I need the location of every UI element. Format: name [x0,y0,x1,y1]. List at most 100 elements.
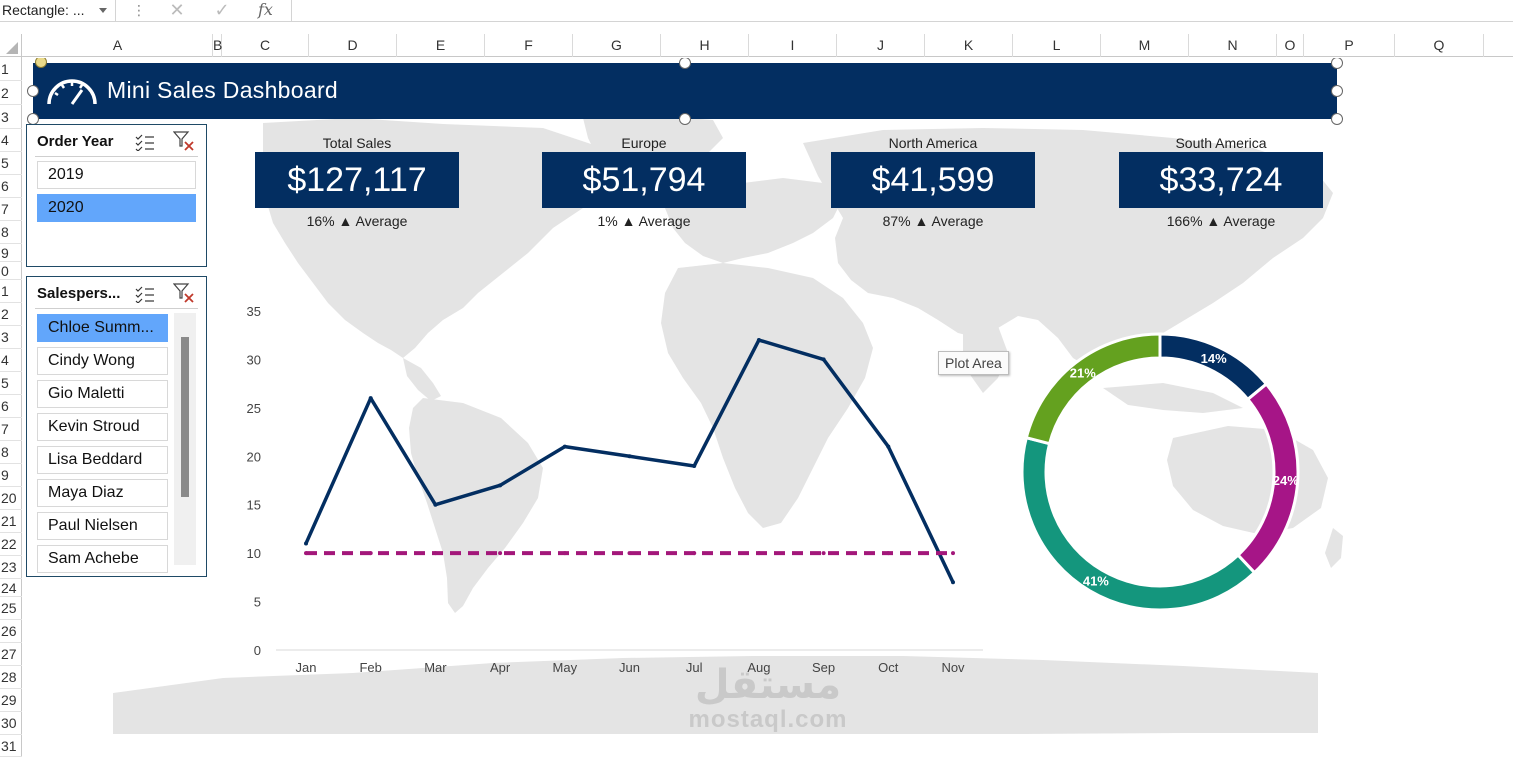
row-header-8[interactable]: 8 [0,221,22,244]
sales-point[interactable] [951,580,955,585]
column-header-j[interactable]: J [837,34,925,57]
row-header-9[interactable]: 9 [0,244,22,262]
sales-point[interactable] [498,483,503,488]
row-header-30[interactable]: 30 [0,712,22,735]
average-point[interactable] [433,551,438,556]
slicer-scrollbar[interactable] [174,313,196,565]
row-header-7[interactable]: 7 [0,198,22,221]
row-header-29[interactable]: 29 [0,689,22,712]
average-point[interactable] [692,551,697,556]
function-icon[interactable]: fx [258,0,273,19]
row-header-27[interactable]: 27 [0,643,22,666]
sales-point[interactable] [304,541,308,546]
resize-handle-right[interactable] [1331,85,1343,97]
multi-select-icon[interactable] [135,133,155,151]
row-header-12[interactable]: 2 [0,303,22,326]
column-header-k[interactable]: K [925,34,1013,57]
average-point[interactable] [756,551,761,556]
more-options-icon[interactable]: ⋮ [132,2,146,18]
close-icon[interactable]: ✕ [169,0,185,20]
sales-series-line[interactable] [304,338,955,583]
order-year-slicer[interactable]: Order Year 2019 2020 [26,124,207,267]
check-icon[interactable]: ✓ [214,0,230,20]
region-share-donut-chart[interactable]: 14% 24% 41% 21% [1008,320,1328,620]
sales-point[interactable] [756,338,761,343]
row-header-11[interactable]: 1 [0,280,22,303]
row-header-19[interactable]: 9 [0,464,22,487]
row-header-15[interactable]: 5 [0,372,22,395]
row-header-4[interactable]: 4 [0,129,22,152]
row-header-5[interactable]: 5 [0,152,22,175]
column-header-i[interactable]: I [749,34,837,57]
sales-point[interactable] [821,357,826,362]
sales-point[interactable] [692,463,697,468]
resize-handle-left[interactable] [27,85,39,97]
average-point[interactable] [368,551,373,556]
average-point[interactable] [562,551,567,556]
slicer-item-gio-maletti[interactable]: Gio Maletti [37,380,168,408]
chevron-down-icon[interactable] [99,8,107,13]
row-header-28[interactable]: 28 [0,666,22,689]
row-header-21[interactable]: 21 [0,510,22,533]
rotation-handle[interactable] [35,58,47,68]
row-header-31[interactable]: 31 [0,735,22,757]
name-box[interactable]: Rectangle: ... [0,0,116,21]
column-header-q[interactable]: Q [1395,34,1484,57]
column-header-l[interactable]: L [1013,34,1101,57]
sales-point[interactable] [627,454,632,459]
average-point[interactable] [886,551,891,556]
column-header-b[interactable]: B [213,34,222,57]
average-point[interactable] [304,551,308,556]
resize-handle-top-right[interactable] [1331,58,1343,69]
average-point[interactable] [627,551,632,556]
row-header-26[interactable]: 26 [0,620,22,643]
slicer-item-2019[interactable]: 2019 [37,161,196,189]
column-header-c[interactable]: C [222,34,309,57]
average-point[interactable] [498,551,503,556]
row-header-18[interactable]: 8 [0,441,22,464]
average-point[interactable] [821,551,826,556]
resize-handle-bottom[interactable] [679,113,691,125]
row-header-2[interactable]: 2 [0,81,22,105]
donut-slice-4[interactable] [1024,332,1162,446]
column-header-g[interactable]: G [573,34,661,57]
average-point[interactable] [951,551,955,556]
column-header-m[interactable]: M [1101,34,1189,57]
slicer-item-sam-achebe[interactable]: Sam Achebe [37,545,168,573]
row-header-3[interactable]: 3 [0,105,22,129]
row-header-16[interactable]: 6 [0,395,22,418]
row-header-6[interactable]: 6 [0,175,22,198]
row-header-25[interactable]: 25 [0,597,22,620]
multi-select-icon[interactable] [135,285,155,303]
dashboard-title-banner[interactable]: Mini Sales Dashboard [33,63,1337,119]
row-header-17[interactable]: 7 [0,418,22,441]
column-header-d[interactable]: D [309,34,397,57]
sales-point[interactable] [368,396,373,401]
row-header-10[interactable]: 0 [0,262,22,280]
row-header-22[interactable]: 22 [0,533,22,556]
sales-point[interactable] [886,444,891,449]
slicer-item-chloe-summers[interactable]: Chloe Summ... [37,314,168,342]
row-header-20[interactable]: 20 [0,487,22,510]
slicer-item-lisa-beddard[interactable]: Lisa Beddard [37,446,168,474]
row-header-14[interactable]: 4 [0,349,22,372]
column-header-h[interactable]: H [661,34,749,57]
slicer-item-paul-nielsen[interactable]: Paul Nielsen [37,512,168,540]
resize-handle-bottom-right[interactable] [1331,113,1343,125]
slicer-item-kevin-stroud[interactable]: Kevin Stroud [37,413,168,441]
column-header-o[interactable]: O [1277,34,1304,57]
salesperson-slicer[interactable]: Salespers... Chloe Summ... Cindy Wong Gi… [26,276,207,577]
donut-slice-1[interactable] [1158,332,1269,402]
select-all-button[interactable] [0,34,22,57]
column-header-e[interactable]: E [397,34,485,57]
monthly-sales-line-chart[interactable]: 0 5 10 15 20 25 30 35 Jan Feb Mar Apr May Jun Jul Aug Se… [228,293,988,683]
clear-filter-icon[interactable] [173,131,195,151]
column-header-n[interactable]: N [1189,34,1277,57]
column-header-p[interactable]: P [1304,34,1395,57]
row-header-23[interactable]: 23 [0,556,22,579]
row-header-1[interactable]: 1 [0,57,22,81]
sales-point[interactable] [433,502,438,507]
donut-slice-3[interactable] [1020,435,1257,612]
resize-handle-top[interactable] [679,58,691,69]
column-header-a[interactable]: A [23,34,213,57]
